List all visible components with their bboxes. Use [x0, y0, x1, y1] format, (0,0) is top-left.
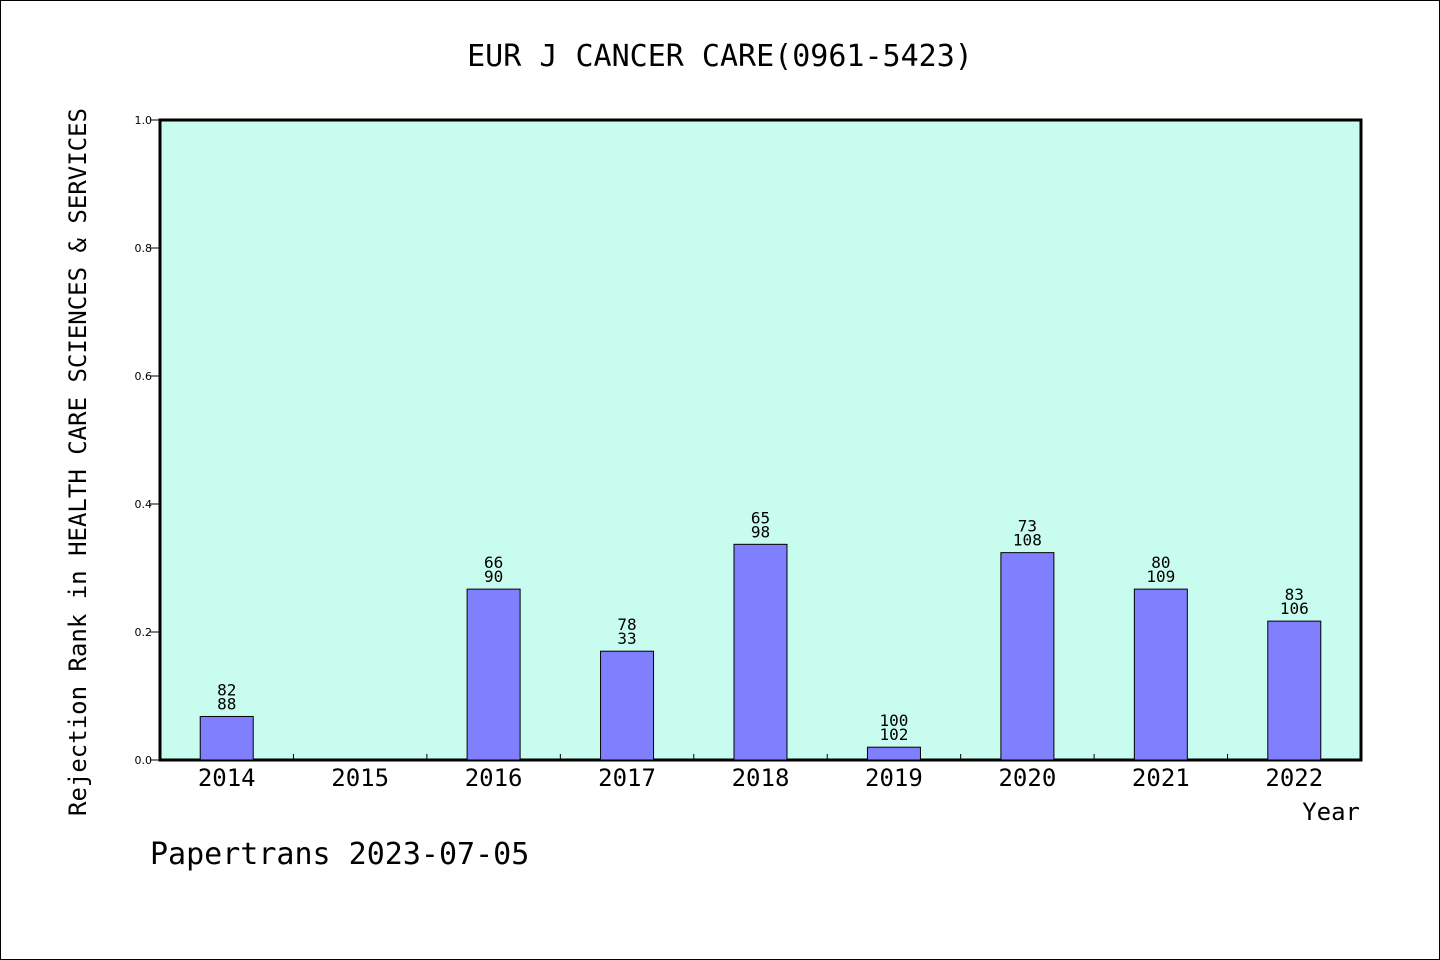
bar-2016: [466, 588, 521, 761]
x-tick-label: 2018: [732, 764, 790, 792]
bar-label-bottom: 88: [217, 694, 236, 713]
y-tick-label: 0.0: [135, 754, 153, 767]
bar-2019: [866, 746, 921, 761]
y-tick-label: 0.2: [135, 626, 153, 639]
x-tick-label: 2022: [1265, 764, 1323, 792]
bar-2018: [733, 543, 788, 761]
bar-label-bottom: 102: [879, 725, 908, 744]
bar-2022: [1267, 620, 1322, 761]
y-tick-label: 0.4: [135, 498, 153, 511]
bar-label-top: 82: [217, 680, 236, 699]
bar-label-top: 78: [617, 615, 636, 634]
bar-label-top: 80: [1151, 553, 1170, 572]
bar-label-top: 65: [751, 508, 770, 527]
bar-2014: [199, 715, 254, 761]
bar-label-bottom: 109: [1146, 567, 1175, 586]
y-tick-label: 1.0: [135, 114, 153, 127]
bar-label-bottom: 98: [751, 522, 770, 541]
bar-2017: [600, 650, 655, 761]
x-tick-label: 2016: [465, 764, 523, 792]
x-axis-label: Year: [1302, 798, 1360, 826]
bar-label-bottom: 33: [617, 629, 636, 648]
bar-label-top: 83: [1285, 585, 1304, 604]
bar-label-bottom: 90: [484, 567, 503, 586]
bar-label-bottom: 106: [1280, 599, 1309, 618]
x-axis: 2014 2015 2016 2017 2018 2019 2020 2021 2022: [198, 754, 1323, 792]
x-tick-label: 2014: [198, 764, 256, 792]
y-tick-label: 0.6: [135, 370, 153, 383]
y-axis-label: Rejection Rank in HEALTH CARE SCIENCES &…: [64, 108, 92, 816]
x-tick-label: 2019: [865, 764, 923, 792]
x-tick-label: 2017: [598, 764, 656, 792]
bar-2021: [1133, 588, 1188, 761]
bar-label-top: 73: [1018, 517, 1037, 536]
bar-label-bottom: 108: [1013, 531, 1042, 550]
footer-text: Papertrans 2023-07-05: [150, 837, 529, 872]
bar-label-top: 66: [484, 553, 503, 572]
chart-title: EUR J CANCER CARE(0961-5423): [467, 39, 973, 74]
bar-2020: [1000, 552, 1055, 761]
x-tick-label: 2021: [1132, 764, 1190, 792]
bar-label-top: 100: [879, 711, 908, 730]
y-tick-label: 0.8: [135, 242, 153, 255]
x-tick-label: 2015: [331, 764, 389, 792]
x-tick-label: 2020: [998, 764, 1056, 792]
y-axis: 0.0 0.2 0.4 0.6 0.8 1.0: [135, 114, 160, 767]
